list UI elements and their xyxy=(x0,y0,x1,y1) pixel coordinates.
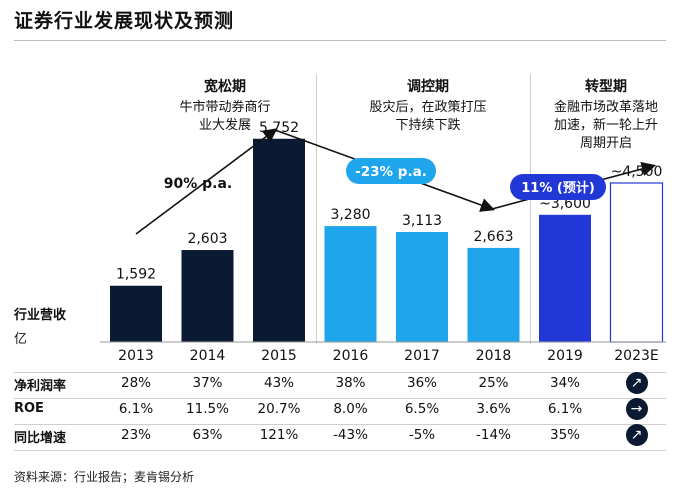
x-tick-label: 2017 xyxy=(404,348,440,364)
table-row-label: 净利润率 xyxy=(14,379,67,394)
growth-pill-recover xyxy=(510,174,606,200)
x-tick-label: 2019 xyxy=(547,348,583,364)
table-cell: 6.1% xyxy=(547,401,583,417)
x-tick-label: 2015 xyxy=(261,348,297,364)
x-tick-label: 2013 xyxy=(118,348,154,364)
bar-2015 xyxy=(253,138,305,342)
phase-desc: 股灾后，在政策打压 xyxy=(369,100,487,115)
arrow-up-right-icon: ↗ xyxy=(625,424,648,446)
phase-desc: 金融市场改革落地 xyxy=(553,100,658,115)
phase-transform: 转型期 金融市场改革落地 加速，新一轮上升 周期开启 xyxy=(536,78,676,153)
table-cell: 34% xyxy=(549,375,580,391)
table-cell: 6.5% xyxy=(404,401,440,417)
arrow-up-right-icon: ↗ xyxy=(625,372,648,394)
table-divider xyxy=(14,424,666,425)
table-cell: 121% xyxy=(259,427,299,443)
title-divider xyxy=(14,40,666,41)
growth-label-rise: 90% p.a. xyxy=(164,176,233,192)
table-cell: -14% xyxy=(476,427,511,443)
table-cell: 43% xyxy=(263,375,294,391)
x-tick-label: 2016 xyxy=(333,348,369,364)
table-cell: 3.6% xyxy=(476,401,511,417)
bar-2017 xyxy=(396,232,448,342)
table-row-label: ROE xyxy=(14,401,44,416)
table-cell: 37% xyxy=(192,375,223,391)
arrow-right-icon: → xyxy=(625,398,648,420)
phase-desc: 加速，新一轮上升 xyxy=(553,118,658,133)
table-cell: -43% xyxy=(333,427,368,443)
x-tick-label: 2014 xyxy=(190,348,226,364)
table-cell: 25% xyxy=(478,375,509,391)
phase-title: 宽松期 xyxy=(204,79,246,95)
table-cell: 11.5% xyxy=(186,401,229,417)
phase-desc: 周期开启 xyxy=(579,136,632,151)
table-cell: 35% xyxy=(549,427,580,443)
phase-title: 调控期 xyxy=(407,79,449,95)
phase-divider xyxy=(316,74,317,344)
table-cell: 63% xyxy=(192,427,223,443)
table-cell: 36% xyxy=(406,375,437,391)
table-divider xyxy=(14,372,666,373)
phase-desc: 业大发展 xyxy=(198,118,251,133)
bar-2018 xyxy=(467,247,520,342)
table-row-label: 同比增速 xyxy=(14,431,67,446)
phase-desc: 下持续下跌 xyxy=(395,118,461,133)
table-cell: 8.0% xyxy=(333,401,368,417)
table-divider xyxy=(14,450,666,451)
growth-pill-fall xyxy=(346,158,436,184)
bar-value-label: 5,752 xyxy=(259,120,299,136)
y-axis-unit: 亿 xyxy=(14,332,28,347)
x-tick-label: 2023E xyxy=(614,348,658,364)
y-axis-label: 行业营收 xyxy=(14,308,67,323)
phase-loose: 宽松期 牛市带动券商行 业大发展 xyxy=(135,78,315,135)
bar-value-label: 3,280 xyxy=(330,207,370,223)
table-divider xyxy=(14,398,666,399)
x-tick-label: 2018 xyxy=(476,348,512,364)
trend-arrow-rise xyxy=(135,128,278,235)
bar-value-label: 2,603 xyxy=(187,231,227,247)
bar-2014 xyxy=(181,250,234,342)
phase-divider xyxy=(530,74,531,344)
bar-value-label: 3,113 xyxy=(402,213,442,229)
phase-title: 转型期 xyxy=(585,79,627,95)
table-cell: 20.7% xyxy=(257,401,301,417)
growth-label-recover: 11% (预计) xyxy=(521,180,595,196)
bar-value-label: 2,663 xyxy=(473,229,513,245)
bar-value-label: ~4,500 xyxy=(611,164,663,180)
bar-2016 xyxy=(324,226,377,342)
phase-desc: 牛市带动券商行 xyxy=(179,100,271,115)
bar-2023E xyxy=(609,182,664,343)
table-cell: 6.1% xyxy=(118,401,154,417)
table-cell: 38% xyxy=(335,375,366,391)
table-cell: 23% xyxy=(120,427,151,443)
source-note: 资料来源：行业报告；麦肯锡分析 xyxy=(14,470,195,484)
growth-label-fall: -23% p.a. xyxy=(355,164,427,180)
phase-control: 调控期 股灾后，在政策打压 下持续下跌 xyxy=(328,78,528,135)
table-cell: -5% xyxy=(408,427,436,443)
bar-value-label: 1,592 xyxy=(116,267,156,283)
page-title: 证券行业发展现状及预测 xyxy=(14,10,235,32)
bar-2019 xyxy=(539,214,591,342)
table-cell: 28% xyxy=(120,375,151,391)
bar-2013 xyxy=(110,285,162,342)
